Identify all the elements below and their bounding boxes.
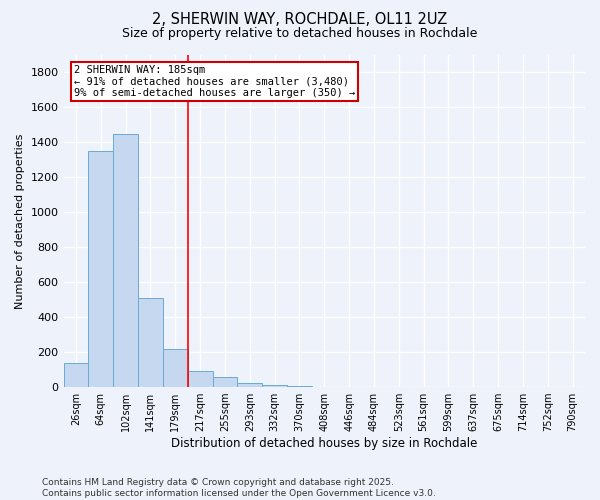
Bar bbox=[262, 385, 287, 387]
Text: 2, SHERWIN WAY, ROCHDALE, OL11 2UZ: 2, SHERWIN WAY, ROCHDALE, OL11 2UZ bbox=[152, 12, 448, 28]
Bar bbox=[212, 378, 238, 387]
Text: Size of property relative to detached houses in Rochdale: Size of property relative to detached ho… bbox=[122, 28, 478, 40]
Bar bbox=[238, 382, 262, 387]
X-axis label: Distribution of detached houses by size in Rochdale: Distribution of detached houses by size … bbox=[171, 437, 478, 450]
Bar bbox=[163, 348, 188, 387]
Y-axis label: Number of detached properties: Number of detached properties bbox=[15, 134, 25, 308]
Text: 2 SHERWIN WAY: 185sqm
← 91% of detached houses are smaller (3,480)
9% of semi-de: 2 SHERWIN WAY: 185sqm ← 91% of detached … bbox=[74, 65, 355, 98]
Bar bbox=[138, 298, 163, 387]
Bar bbox=[188, 372, 212, 387]
Text: Contains HM Land Registry data © Crown copyright and database right 2025.
Contai: Contains HM Land Registry data © Crown c… bbox=[42, 478, 436, 498]
Bar bbox=[287, 386, 312, 387]
Bar bbox=[113, 134, 138, 387]
Bar bbox=[88, 151, 113, 387]
Bar bbox=[64, 362, 88, 387]
